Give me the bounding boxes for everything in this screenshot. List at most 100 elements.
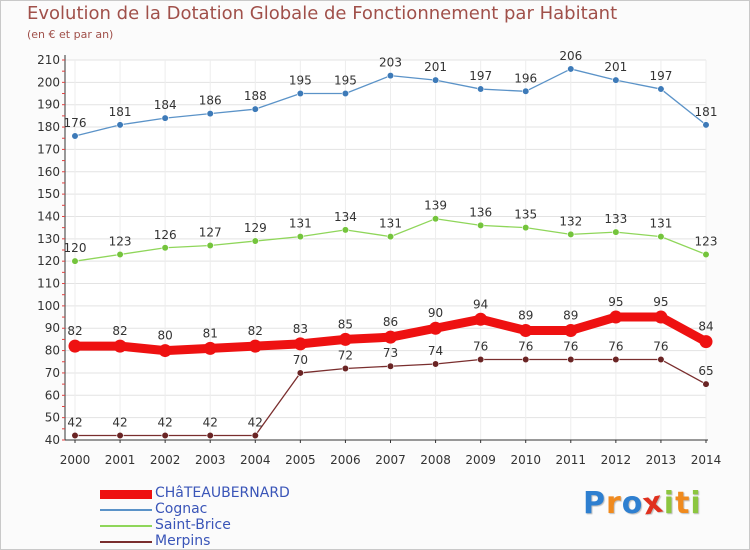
- y-tick-label: 190: [37, 98, 60, 112]
- y-tick-label: 110: [37, 277, 60, 291]
- data-point-cognac: [161, 114, 169, 122]
- data-label-saint-brice: 127: [199, 226, 222, 240]
- data-point-saint-brice: [296, 232, 304, 241]
- proxiti-logo: Proxiti: [583, 484, 702, 522]
- data-point-cognac: [71, 132, 79, 140]
- x-tick-label: 2011: [556, 453, 587, 467]
- data-label-saint-brice: 123: [109, 234, 132, 248]
- legend-swatch: [100, 525, 152, 527]
- data-label-cognac: 181: [109, 105, 132, 119]
- y-tick-label: 120: [37, 254, 60, 268]
- y-tick-label: 160: [37, 165, 60, 179]
- data-label-merpins: 42: [203, 416, 218, 430]
- logo-letter: i: [690, 486, 702, 521]
- legend: CHâTEAUBERNARD Cognac Saint-Brice Merpins: [100, 485, 360, 550]
- data-point-merpins: [657, 355, 665, 364]
- data-label-merpins: 76: [563, 340, 578, 354]
- data-label-ch-teaubernard: 86: [383, 315, 398, 329]
- data-point-merpins: [477, 355, 485, 364]
- data-label-ch-teaubernard: 95: [608, 295, 623, 309]
- data-point-merpins: [431, 360, 440, 368]
- data-point-saint-brice: [522, 224, 530, 232]
- data-point-cognac: [251, 105, 259, 113]
- legend-item-saint-brice: Saint-Brice: [100, 517, 360, 534]
- data-label-merpins: 76: [518, 340, 533, 354]
- data-point-merpins: [206, 431, 214, 440]
- data-point-saint-brice: [431, 215, 440, 223]
- data-label-saint-brice: 139: [424, 199, 447, 213]
- data-point-ch-teaubernard: [699, 335, 713, 349]
- data-point-cognac: [657, 85, 665, 93]
- data-point-saint-brice: [341, 226, 350, 234]
- data-label-saint-brice: 133: [604, 212, 627, 226]
- data-label-ch-teaubernard: 83: [293, 322, 308, 336]
- data-label-saint-brice: 136: [469, 205, 492, 219]
- logo-letter: i: [663, 486, 676, 521]
- data-label-cognac: 197: [649, 69, 672, 83]
- data-label-merpins: 42: [112, 416, 127, 430]
- data-point-ch-teaubernard: [68, 339, 82, 353]
- data-point-merpins: [702, 380, 710, 388]
- data-point-saint-brice: [612, 228, 620, 236]
- data-label-ch-teaubernard: 82: [67, 324, 82, 338]
- y-tick-label: 100: [37, 299, 60, 313]
- data-label-ch-teaubernard: 95: [653, 295, 668, 309]
- data-point-ch-teaubernard: [564, 323, 578, 337]
- data-point-ch-teaubernard: [474, 312, 488, 326]
- data-point-saint-brice: [206, 241, 214, 250]
- data-label-saint-brice: 131: [379, 217, 402, 231]
- chart-title: Evolution de la Dotation Globale de Fonc…: [27, 3, 618, 24]
- data-point-ch-teaubernard: [654, 310, 668, 324]
- data-label-saint-brice: 129: [244, 221, 267, 235]
- data-point-cognac: [612, 76, 620, 84]
- x-tick-label: 2004: [240, 453, 271, 467]
- data-label-ch-teaubernard: 80: [158, 329, 173, 343]
- x-tick-label: 2006: [330, 453, 361, 467]
- data-label-ch-teaubernard: 84: [698, 320, 713, 334]
- data-label-ch-teaubernard: 82: [112, 324, 127, 338]
- data-point-merpins: [296, 369, 304, 377]
- data-point-saint-brice: [657, 232, 665, 241]
- legend-swatch: [100, 490, 152, 499]
- data-point-ch-teaubernard: [113, 339, 127, 353]
- data-label-merpins: 76: [653, 340, 668, 354]
- legend-label: CHâTEAUBERNARD: [155, 485, 290, 501]
- x-tick-label: 2005: [285, 453, 316, 467]
- data-point-cognac: [702, 121, 710, 129]
- data-point-merpins: [386, 362, 395, 370]
- data-point-ch-teaubernard: [158, 344, 172, 358]
- data-point-ch-teaubernard: [203, 341, 217, 355]
- chart-subtitle: (en € et par an): [27, 28, 114, 41]
- data-label-cognac: 195: [289, 74, 312, 88]
- data-point-merpins: [341, 364, 350, 373]
- legend-label: Cognac: [155, 501, 208, 517]
- data-point-cognac: [477, 85, 485, 93]
- line-chart: 40 50 60 70 80 90 100 110 120 130 140 150 160 170 180 1…: [37, 49, 722, 467]
- data-point-cognac: [296, 89, 304, 98]
- logo-letter: o: [621, 486, 644, 521]
- x-tick-label: 2009: [465, 453, 496, 467]
- data-label-cognac: 203: [379, 56, 402, 70]
- y-tick-label: 150: [37, 187, 60, 201]
- x-tick-label: 2014: [691, 453, 722, 467]
- data-label-merpins: 65: [698, 364, 713, 378]
- data-label-cognac: 196: [514, 71, 537, 85]
- x-tick-label: 2010: [510, 453, 541, 467]
- x-tick-label: 2013: [646, 453, 677, 467]
- data-point-cognac: [567, 65, 575, 73]
- data-label-merpins: 42: [248, 416, 263, 430]
- logo-letter: t: [675, 486, 691, 521]
- y-tick-label: 200: [37, 75, 60, 89]
- legend-swatch: [100, 509, 152, 511]
- data-label-cognac: 195: [334, 74, 357, 88]
- legend-item-ch-teaubernard: CHâTEAUBERNARD: [100, 485, 360, 502]
- data-point-saint-brice: [386, 232, 395, 241]
- data-point-cognac: [116, 121, 124, 129]
- logo-letter: P: [583, 486, 606, 521]
- data-label-saint-brice: 120: [64, 241, 87, 255]
- legend-item-merpins: Merpins: [100, 533, 360, 550]
- data-point-saint-brice: [702, 250, 710, 259]
- data-label-merpins: 73: [383, 346, 398, 360]
- data-label-saint-brice: 132: [559, 214, 582, 228]
- x-tick-label: 2002: [150, 453, 181, 467]
